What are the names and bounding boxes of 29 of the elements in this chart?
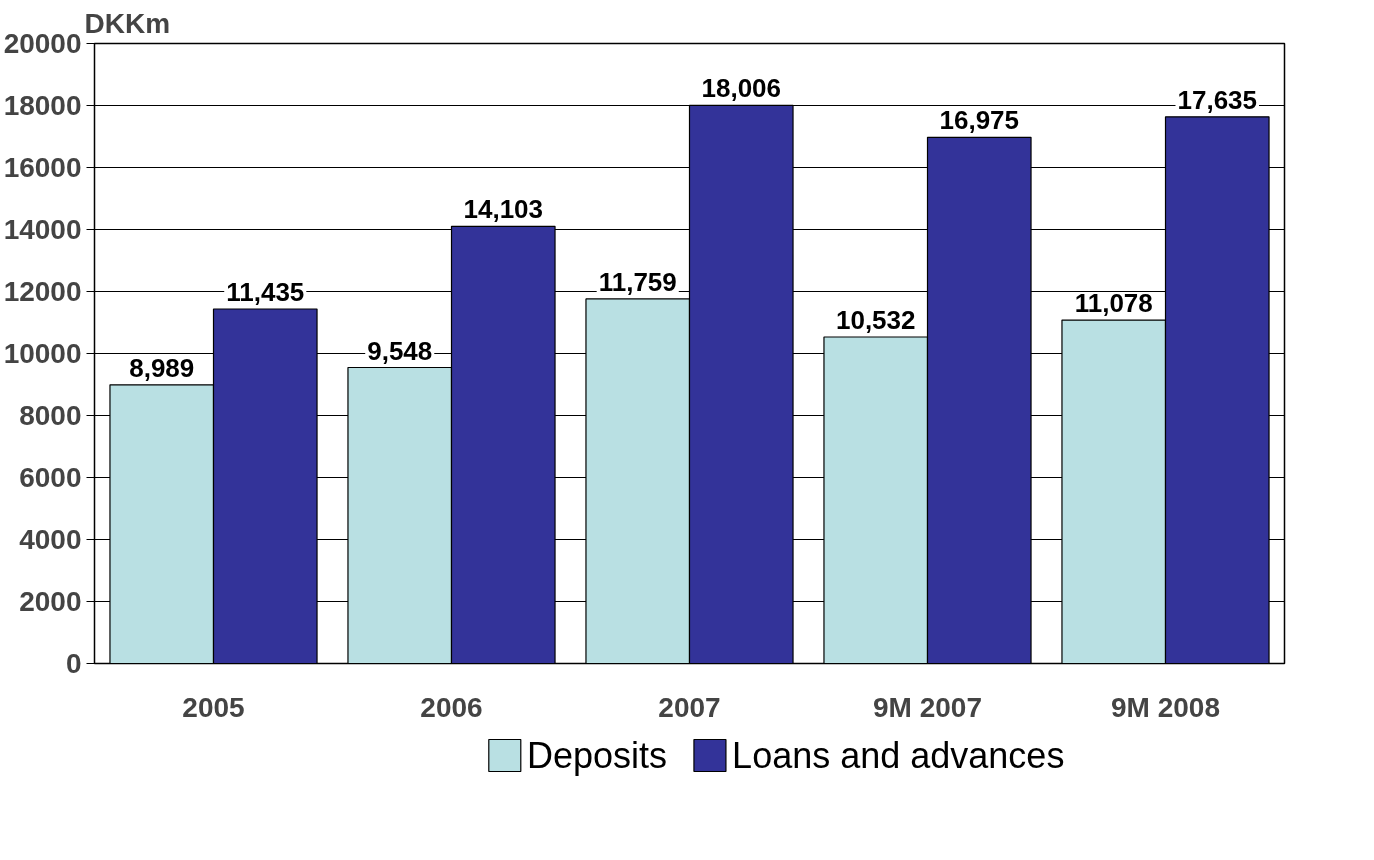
x-tick-label: 2006 — [420, 691, 483, 723]
data-label: 17,635 — [1177, 84, 1258, 115]
data-label: 18,006 — [701, 73, 782, 104]
data-label: 9,548 — [367, 335, 433, 366]
y-tick-label: 0 — [65, 648, 82, 679]
x-tick-label: 2005 — [182, 691, 245, 723]
legend-label: Loans and advances — [732, 735, 1065, 776]
y-tick-label: 16000 — [3, 152, 82, 183]
data-label: 14,103 — [463, 194, 544, 225]
y-tick-label: 10000 — [3, 338, 82, 369]
y-tick-label: 6000 — [19, 462, 82, 493]
x-tick-label: 9M 2008 — [1111, 691, 1220, 723]
data-label: 16,975 — [939, 105, 1020, 136]
legend-label: Deposits — [526, 735, 668, 776]
y-tick-label: 4000 — [19, 524, 82, 555]
x-tick-label: 9M 2007 — [873, 691, 982, 723]
x-tick-label: 2007 — [658, 691, 721, 723]
y-tick-label: 18000 — [3, 90, 82, 121]
y-tick-label: 20000 — [3, 28, 82, 59]
data-label: 8,989 — [129, 352, 195, 383]
y-tick-label: 2000 — [19, 586, 82, 617]
data-label: 11,759 — [598, 266, 677, 297]
y-axis-title: DKKm — [84, 7, 171, 39]
y-tick-label: 12000 — [3, 276, 82, 307]
y-tick-label: 8000 — [19, 400, 82, 431]
data-label: 11,435 — [226, 277, 305, 308]
data-label: 11,078 — [1074, 288, 1153, 319]
data-label: 10,532 — [835, 305, 916, 336]
y-tick-label: 14000 — [3, 214, 82, 245]
